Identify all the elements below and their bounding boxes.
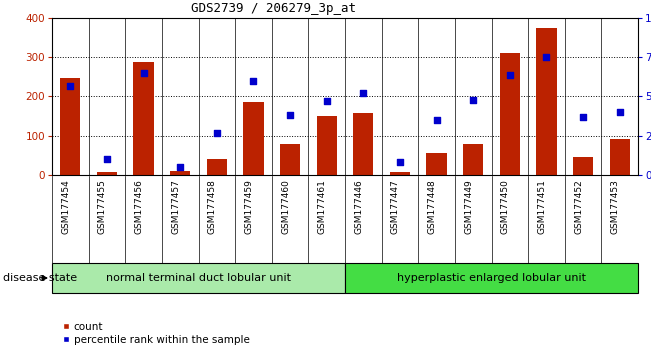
Text: GSM177451: GSM177451 xyxy=(538,179,546,234)
Bar xyxy=(573,156,593,175)
Point xyxy=(615,109,625,115)
Point xyxy=(432,117,442,123)
Bar xyxy=(390,172,410,175)
Point xyxy=(175,164,186,170)
Text: GSM177458: GSM177458 xyxy=(208,179,217,234)
Text: GSM177452: GSM177452 xyxy=(574,179,583,234)
Text: GSM177455: GSM177455 xyxy=(98,179,107,234)
Text: GSM177447: GSM177447 xyxy=(391,179,400,234)
Text: GSM177460: GSM177460 xyxy=(281,179,290,234)
Text: GSM177448: GSM177448 xyxy=(428,179,437,234)
Point xyxy=(468,97,478,102)
Text: GSM177457: GSM177457 xyxy=(171,179,180,234)
Point xyxy=(139,70,149,76)
Bar xyxy=(61,78,80,175)
Point xyxy=(248,78,258,84)
Point xyxy=(358,91,368,96)
Text: disease state: disease state xyxy=(3,273,77,283)
Bar xyxy=(426,153,447,175)
Bar xyxy=(536,28,557,175)
Point xyxy=(322,98,332,104)
Point xyxy=(65,83,76,88)
Point xyxy=(505,72,515,78)
Point xyxy=(102,156,112,162)
Legend: count, percentile rank within the sample: count, percentile rank within the sample xyxy=(57,317,254,349)
Text: GSM177446: GSM177446 xyxy=(354,179,363,234)
Text: GSM177456: GSM177456 xyxy=(135,179,144,234)
Text: GDS2739 / 206279_3p_at: GDS2739 / 206279_3p_at xyxy=(191,2,356,15)
Bar xyxy=(316,116,337,175)
Text: normal terminal duct lobular unit: normal terminal duct lobular unit xyxy=(106,273,291,283)
Text: GSM177449: GSM177449 xyxy=(464,179,473,234)
Bar xyxy=(280,144,300,175)
Point xyxy=(541,55,551,60)
Text: GSM177454: GSM177454 xyxy=(61,179,70,234)
Bar xyxy=(500,53,520,175)
Bar xyxy=(97,172,117,175)
Text: GSM177450: GSM177450 xyxy=(501,179,510,234)
Bar xyxy=(243,102,264,175)
Point xyxy=(212,130,222,136)
Bar xyxy=(52,263,345,293)
Text: GSM177461: GSM177461 xyxy=(318,179,327,234)
Point xyxy=(395,160,405,165)
Point xyxy=(578,114,589,120)
Bar xyxy=(207,159,227,175)
Text: GSM177459: GSM177459 xyxy=(244,179,253,234)
Bar xyxy=(353,113,374,175)
Text: GSM177453: GSM177453 xyxy=(611,179,620,234)
Bar xyxy=(345,263,638,293)
Point xyxy=(285,113,296,118)
Bar xyxy=(170,171,190,175)
Bar xyxy=(463,144,483,175)
Text: hyperplastic enlarged lobular unit: hyperplastic enlarged lobular unit xyxy=(397,273,586,283)
Bar xyxy=(133,62,154,175)
Bar xyxy=(609,139,630,175)
